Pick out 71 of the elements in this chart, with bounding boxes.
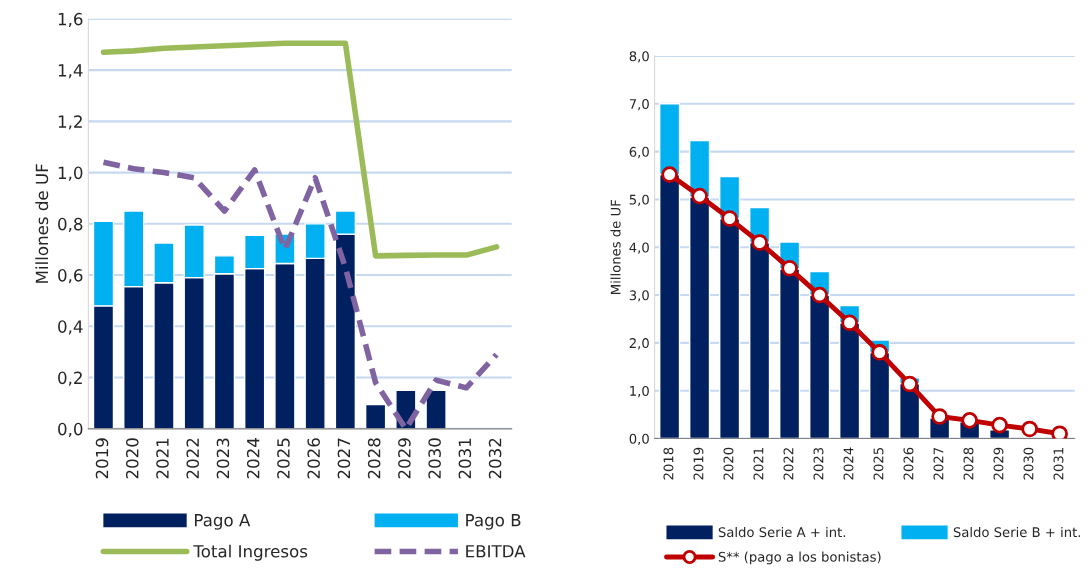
x-tick-label: 2027 [933, 447, 944, 480]
y-tick-label: 7,0 [629, 99, 649, 111]
point [871, 344, 888, 361]
x-tick-label: 2020 [125, 438, 139, 479]
point [751, 234, 768, 251]
x-tick-label: 2024 [246, 438, 260, 479]
x-tick-label: 2018 [663, 447, 674, 480]
y-tick-label: 1,0 [58, 166, 83, 181]
x-tick-label: 2022 [783, 448, 794, 480]
legend-label: Saldo Serie A + int. [718, 526, 846, 538]
bar [425, 389, 447, 429]
point [1021, 420, 1038, 438]
y-tick-label: 1,2 [58, 115, 82, 130]
y-tick-label: 5,0 [629, 194, 649, 206]
legend-label: S** (pago a los bonistas) [718, 551, 881, 565]
point [1051, 425, 1068, 439]
legend-label: Saldo Serie B + int. [953, 526, 1081, 538]
point [931, 408, 948, 425]
x-tick-label: 2029 [993, 447, 1004, 480]
point [661, 166, 678, 183]
y-tick-label: 0,6 [58, 269, 83, 284]
x-tick-label: 2025 [873, 448, 884, 480]
point [781, 259, 798, 277]
y-tick-label: 6,0 [629, 146, 649, 159]
x-tick-label: 2026 [307, 438, 320, 479]
legend-label: Pago A [195, 514, 251, 530]
x-tick-label: 2023 [216, 438, 230, 479]
y-tick-label: 1,4 [58, 64, 83, 79]
x-tick-label: 2022 [186, 438, 200, 479]
x-tick-label: 2021 [753, 448, 764, 480]
x-tick-label: 2028 [963, 447, 974, 480]
x-tick-label: 2025 [277, 438, 290, 479]
x-tick-label: 2027 [337, 438, 351, 479]
x-tick-label: 2019 [693, 447, 704, 480]
y-tick-label: 3,0 [629, 290, 649, 302]
y-tick-label: 0,0 [629, 433, 649, 446]
x-tick-label: 2030 [428, 438, 441, 479]
x-tick-label: 2024 [843, 447, 854, 480]
point [811, 286, 828, 304]
point [721, 210, 738, 227]
y-axis-title: Millones de UF [35, 164, 49, 283]
y-tick-label: 0,2 [58, 371, 82, 386]
y-tick-label: 4,0 [629, 242, 649, 254]
y-tick-label: 0,0 [58, 422, 83, 438]
point [961, 412, 978, 429]
x-tick-label: 2032 [488, 438, 502, 479]
x-tick-label: 2031 [1053, 448, 1064, 480]
x-tick-label: 2023 [813, 447, 824, 480]
legend-label: Pago B [466, 514, 521, 530]
y-tick-label: 0,8 [58, 217, 83, 233]
y-tick-label: 1,6 [58, 12, 83, 28]
x-tick-label: 2030 [1023, 447, 1034, 480]
x-tick-label: 2021 [156, 438, 169, 479]
x-tick-label: 2020 [723, 447, 734, 480]
legend-label: EBITDA [466, 545, 526, 558]
x-tick-label: 2028 [367, 438, 381, 479]
bar [364, 403, 387, 429]
y-axis-title: Millones de UF [610, 200, 621, 294]
point [691, 187, 708, 205]
point [901, 375, 918, 393]
x-tick-label: 2019 [95, 438, 109, 479]
x-tick-label: 2026 [903, 447, 914, 480]
point [991, 416, 1008, 434]
y-tick-label: 1,0 [630, 385, 649, 398]
y-tick-label: 8,0 [629, 51, 649, 63]
x-tick-label: 2031 [458, 438, 472, 479]
y-tick-label: 2,0 [629, 338, 649, 350]
y-tick-label: 0,4 [58, 320, 83, 335]
legend-label: Total Ingresos [193, 544, 308, 561]
x-tick-label: 2029 [398, 438, 411, 479]
point [841, 314, 858, 332]
